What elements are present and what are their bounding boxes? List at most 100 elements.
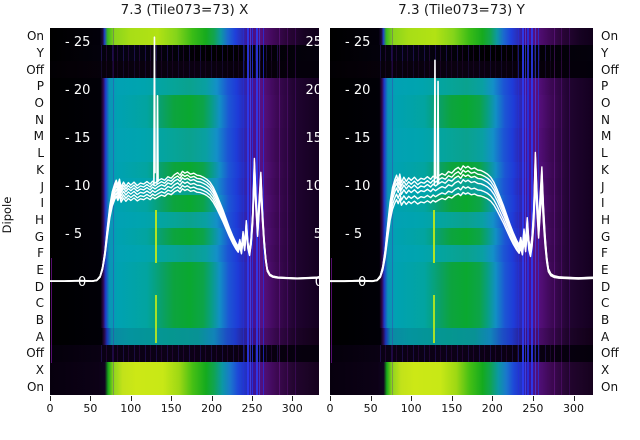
dipole-row-label: Off [26,346,44,361]
dipole-row-label: E [601,262,609,277]
dipole-row-label: Off [26,62,44,77]
dipole-row-label: O [601,96,611,111]
vertical-feature-line [155,295,157,343]
power-curve [330,182,593,281]
dipole-row-label: O [34,96,44,111]
x-tick-label: 300 [281,402,303,415]
vertical-feature-line [155,210,157,263]
power-spike [154,37,155,185]
power-tick-label: - 5 [345,227,363,242]
dipole-row-label: N [35,112,44,127]
dipole-row-label: D [34,279,44,294]
dipole-row-label: C [601,296,610,311]
heatmap-panel-x: - 25 25 - 20 20 - 15 15 - 10 10 - 5 5 0 0 [50,28,319,395]
dipole-row-label: F [37,246,44,261]
power-zero-label: 0 [314,275,319,290]
heatmap-panel-y: - 25 - 20 - 15 - 10 - 5 0 [330,28,593,395]
right-panel-title: 7.3 (Tile073=73) Y [398,2,525,18]
rfi-streaks [379,44,554,62]
vertical-feature-line [242,28,244,395]
power-spike [437,81,438,183]
rfi-streaks [379,61,554,79]
x-axis-tick [171,396,173,401]
vertical-feature-line [433,210,435,263]
power-tick-label: 5 [313,227,319,242]
dipole-row-label: L [37,146,44,161]
dipole-row-label: Off [601,62,619,77]
x-tick-label: 0 [46,402,54,415]
dipole-row-label: On [601,29,619,44]
power-tick-label: - 10 [65,179,91,194]
power-tick-label: - 20 [345,83,371,98]
power-tick-label: - 25 [345,35,371,50]
dipole-row-label: Off [601,346,619,361]
rfi-streaks [101,61,279,79]
dipole-row-label: H [601,212,611,227]
dipole-row-label: X [35,363,44,377]
dipole-row-label: K [601,162,609,177]
x-axis-tick [573,396,575,401]
x-tick-label: 250 [522,402,544,415]
vertical-feature-line [249,28,251,395]
x-tick-label: 100 [120,402,142,415]
dipole-row-label: B [35,312,44,327]
vertical-feature-line [50,258,53,363]
power-tick-label: - 10 [345,179,371,194]
x-axis-tick [90,396,92,401]
x-tick-label: 200 [201,402,223,415]
x-axis-tick [50,396,51,401]
power-tick-label: - 25 [65,35,91,50]
rfi-streaks [101,44,279,62]
dipole-row-label: G [601,229,611,244]
dipole-row-label: P [601,79,609,94]
vertical-feature-line [278,28,280,395]
power-tick-label: 10 [305,179,319,194]
dipole-row-label: E [36,262,44,277]
vertical-feature-line [246,28,249,395]
vertical-feature-line [525,28,527,395]
dipole-row-label: I [40,196,44,211]
power-spike [434,60,435,185]
dipole-row-label: P [36,79,44,94]
dipole-row-label: X [601,363,610,377]
dipole-row-label: Y [601,46,609,60]
power-curve [330,157,593,281]
rfi-streaks [101,345,279,362]
dipole-row-label: M [33,129,44,144]
dipole-row-label: M [601,129,612,144]
dipole-row-label: On [26,29,44,44]
vertical-feature-line [286,28,288,395]
x-tick-label: 300 [563,402,584,415]
dipole-row-label: H [34,212,44,227]
left-panel-title: 7.3 (Tile073=73) X [120,2,249,18]
power-tick-label: - 15 [345,131,371,146]
x-axis-tick [211,396,213,401]
x-axis-tick [370,396,372,401]
rfi-streaks [379,345,554,362]
dipole-row-label: J [601,179,605,194]
dipole-row-label: N [601,112,610,127]
vertical-feature-line [569,28,571,395]
x-axis-tick [252,396,253,401]
power-tick-label: 25 [305,35,319,50]
dipole-row-label: A [35,329,44,344]
power-curve [50,178,319,281]
x-tick-label: 150 [441,402,463,415]
power-tick-label: - 15 [65,131,91,146]
x-axis-tick [292,396,294,401]
power-curve-bundle [330,28,593,395]
vertical-feature-line [433,295,435,343]
dipole-row-label: K [36,162,44,177]
dipole-row-label: I [601,196,605,211]
vertical-feature-line [534,28,536,395]
vertical-feature-line [330,258,333,363]
vertical-feature-line [531,28,534,395]
dipole-row-label: L [601,146,608,161]
power-tick-label: - 20 [65,83,91,98]
dipole-row-label: D [601,279,611,294]
power-spike [157,96,158,183]
x-axis-tick [330,396,331,401]
vertical-feature-line [527,28,529,395]
power-tick-label: 20 [305,83,319,98]
